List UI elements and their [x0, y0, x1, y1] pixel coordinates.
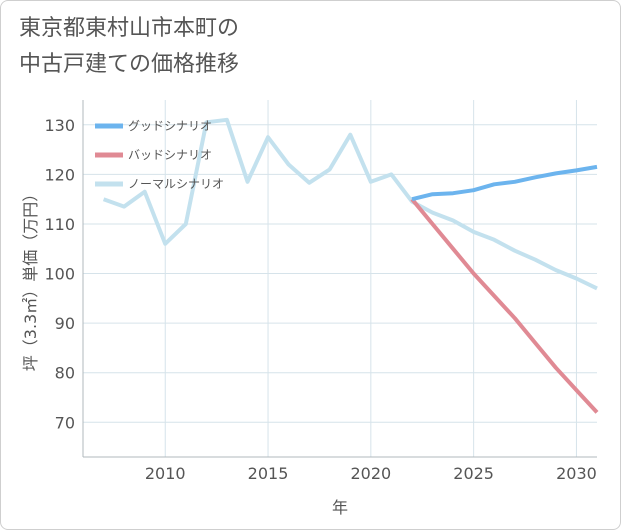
axes	[82, 100, 597, 458]
chart-title: 東京都東村山市本町の 中古戸建ての価格推移	[19, 11, 239, 83]
y-tick-label-120: 120	[44, 165, 75, 184]
x-tick-label-2025: 2025	[453, 464, 494, 483]
y-tick-label-70: 70	[55, 413, 75, 432]
title-line-2: 中古戸建ての価格推移	[19, 52, 240, 77]
legend-label-normal: ノーマルシナリオ	[128, 177, 224, 191]
series-line-bad	[410, 197, 599, 414]
title-line-1: 東京都東村山市本町の	[19, 16, 240, 41]
y-tick-labels: 70 80 90 100 110 120 130	[44, 116, 75, 432]
series-lines	[102, 117, 599, 414]
x-tick-label-2010: 2010	[145, 464, 186, 483]
legend-label-bad: バッドシナリオ	[128, 148, 212, 162]
y-axis-title: 坪（3.3㎡）単価（万円）	[21, 186, 40, 371]
y-tick-label-100: 100	[44, 265, 75, 284]
legend-label-good: グッドシナリオ	[128, 119, 212, 133]
series-line-good	[411, 164, 598, 202]
x-tick-label-2015: 2015	[248, 464, 289, 483]
x-tick-labels: 2010 2015 2020 2025 2030	[145, 464, 597, 483]
y-tick-label-110: 110	[44, 215, 75, 234]
x-tick-label-2020: 2020	[350, 464, 391, 483]
x-tick-label-2030: 2030	[556, 464, 597, 483]
y-tick-label-90: 90	[55, 314, 75, 333]
y-tick-label-80: 80	[55, 364, 75, 383]
y-tick-label-130: 130	[44, 116, 75, 135]
x-axis-title: 年	[332, 498, 348, 517]
series-line-normal	[102, 117, 598, 291]
